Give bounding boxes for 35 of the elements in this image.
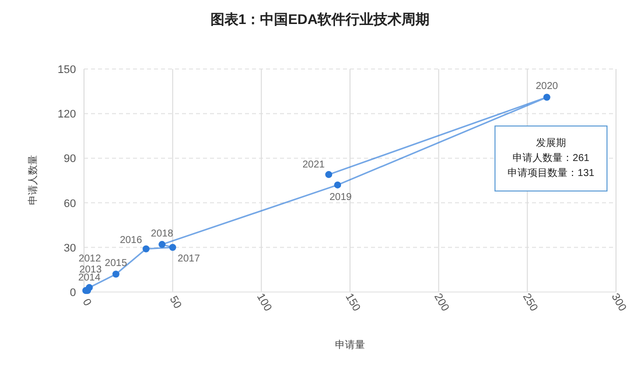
x-tick-label: 150 [342, 292, 362, 314]
x-tick-label: 300 [608, 292, 628, 314]
annotation: 2018 [150, 228, 174, 240]
point [334, 181, 342, 188]
point [158, 240, 166, 248]
annotation: 2020 [536, 81, 558, 92]
point [325, 171, 332, 178]
annotation: 2015 [104, 258, 128, 270]
x-axis-title: 申请量 [335, 339, 365, 351]
chart-title: 图表1：中国EDA软件行业技术周期 [210, 11, 430, 27]
point [112, 270, 120, 278]
y-tick-label: 150 [58, 64, 76, 76]
x-tick-label: 250 [520, 292, 540, 314]
annotation: 申请项目数量：131 [508, 167, 595, 179]
x-tick-label: 100 [254, 292, 274, 314]
x-tick-label: 200 [431, 292, 452, 314]
point [142, 245, 150, 252]
point [543, 94, 550, 101]
y-tick-label: 30 [64, 242, 76, 254]
point [169, 244, 176, 251]
annotation: 发展期 [536, 137, 566, 149]
annotation: 2016 [120, 234, 142, 246]
y-tick-label: 90 [64, 153, 76, 166]
x-tick-label: 0 [80, 296, 94, 308]
y-tick-label: 60 [64, 198, 76, 210]
point [86, 284, 93, 292]
annotation: 申请人数量：261 [512, 152, 590, 164]
y-axis-title: 申请人数量 [27, 155, 39, 205]
y-tick-label: 120 [58, 108, 76, 121]
annotation: 2012 [78, 254, 102, 265]
x-tick-label: 50 [167, 294, 184, 311]
annotation: 2021 [302, 160, 326, 171]
annotation: 2017 [178, 253, 200, 264]
annotation: 2019 [329, 192, 352, 203]
annotation: 2014 [78, 272, 101, 284]
